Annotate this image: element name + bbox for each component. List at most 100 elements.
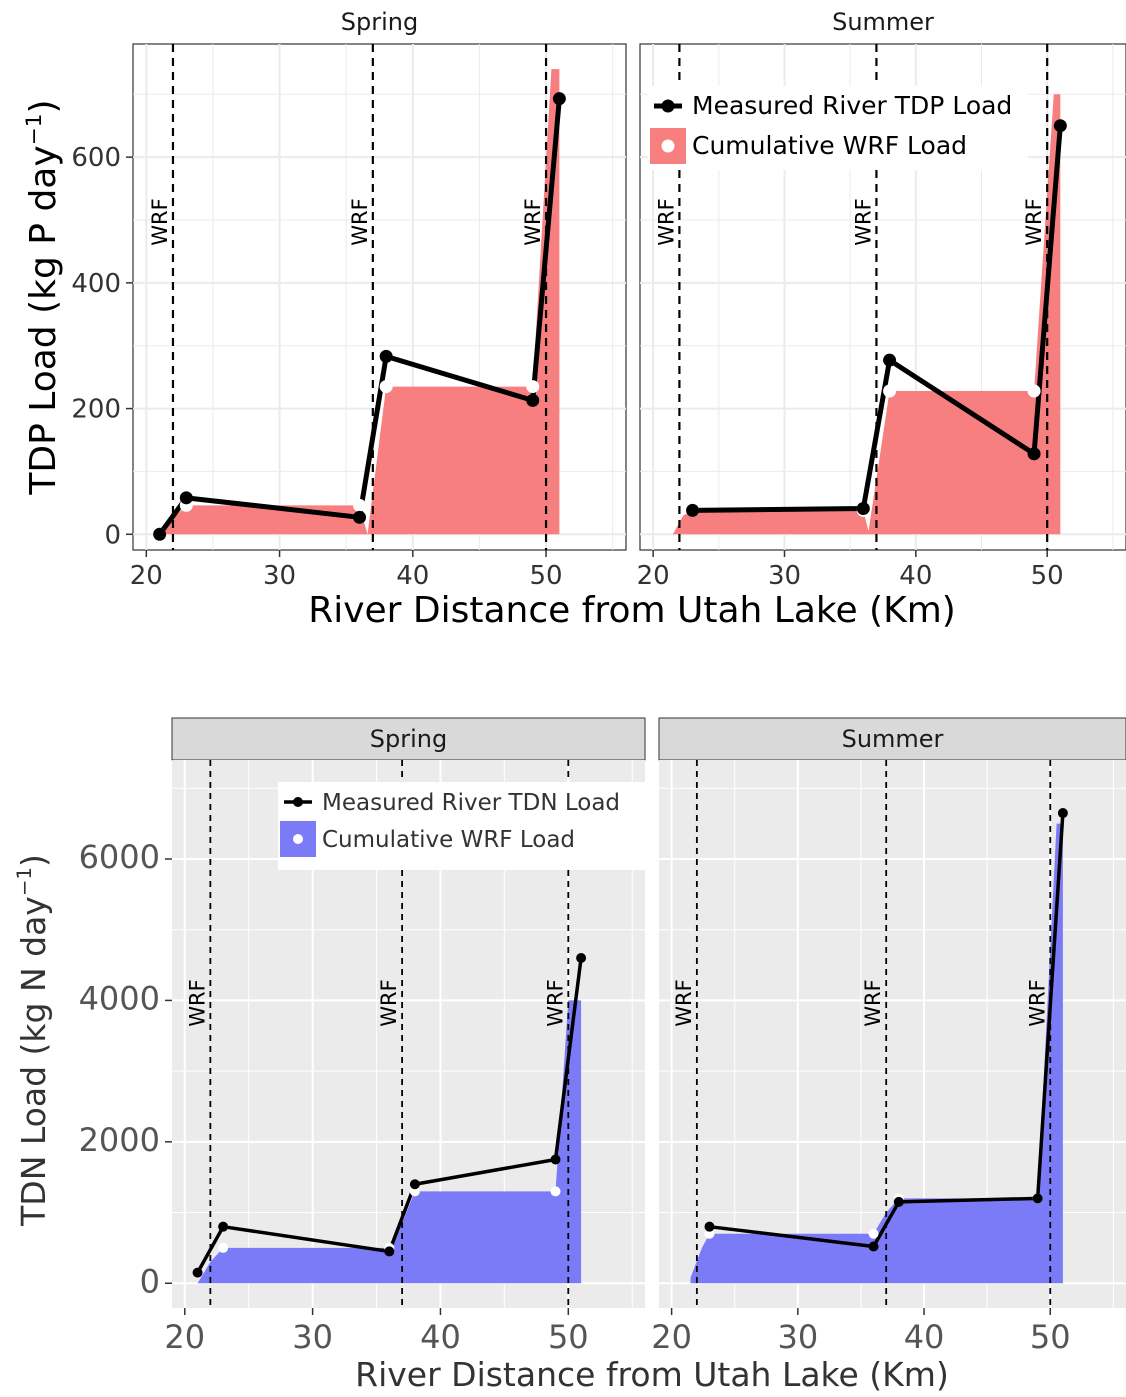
measured-point [686,503,700,517]
x-tick-label: 40 [904,1318,945,1356]
panel-spring: Spring WRF WRF WRF 20 30 40 50 [130,0,627,591]
legend-key-point [661,139,675,153]
measured-point [218,1221,229,1232]
measured-point [179,491,193,505]
wrf-label: WRF [521,198,545,245]
facet-strip [171,717,646,761]
wrf-point [409,1186,420,1197]
measured-point [1027,447,1041,461]
y-axis-title: TDP Load (kg P day−1) [22,99,64,495]
wrf-label: WRF [654,198,678,245]
legend-key-point [293,834,303,844]
wrf-label: WRF [377,979,401,1026]
x-tick-label: 20 [651,1318,692,1356]
measured-point [409,1179,420,1190]
y-tick-label: 6000 [79,838,160,876]
facet-strip [658,717,1126,761]
x-tick-label: 30 [777,1318,818,1356]
measured-point [526,393,540,407]
measured-point [704,1221,715,1232]
measured-point [1032,1193,1043,1204]
legend-label: Cumulative WRF Load [692,131,967,160]
measured-point [893,1196,904,1207]
y-axis-title: TDN Load (kg N day−1) [13,854,53,1227]
y-tick-label: 4000 [79,979,160,1017]
wrf-label: WRF [851,198,875,245]
wrf-label: WRF [1025,979,1049,1026]
y-axis-title-main: TDP Load (kg P day [23,145,64,495]
y-tick-label: 0 [104,520,121,550]
y-tick-label: 400 [71,269,121,299]
legend-key-point [661,99,675,113]
wrf-point [868,1228,879,1239]
x-tick-label: 40 [420,1318,461,1356]
legend-key-point [293,797,303,807]
facet-strip [640,0,1126,44]
measured-point [552,92,566,106]
x-tick-label: 40 [396,561,429,591]
wrf-label: WRF [348,198,372,245]
measured-point [576,952,587,963]
measured-point [384,1246,395,1257]
legend-label: Cumulative WRF Load [322,827,575,853]
y-tick-label: 2000 [79,1121,160,1159]
measured-point [192,1267,203,1278]
x-axis-title: River Distance from Utah Lake (Km) [308,590,956,631]
wrf-label: WRF [1022,198,1046,245]
wrf-label: WRF [861,979,885,1026]
x-tick-label: 30 [768,561,801,591]
y-tick-label: 0 [140,1262,160,1300]
measured-point [550,1154,561,1165]
legend-label: Measured River TDP Load [692,91,1012,120]
legend-label: Measured River TDN Load [322,790,620,816]
wrf-label: WRF [148,198,172,245]
facet-label: Spring [370,725,447,753]
x-axis-title: River Distance from Utah Lake (Km) [355,1355,949,1394]
measured-point [353,510,367,524]
y-axis-title-main: TDN Load (kg N day [14,896,53,1227]
cumulative-wrf-area [159,69,560,535]
cumulative-wrf-area [672,94,1061,535]
measured-point [1057,808,1068,819]
legend: Measured River TDP Load Cumulative WRF Lo… [648,86,1028,170]
wrf-point [550,1186,561,1197]
x-tick-label: 50 [548,1318,589,1356]
wrf-point [1027,384,1041,398]
facet-label: Summer [842,725,944,753]
measured-point [868,1241,879,1252]
x-tick-label: 40 [899,561,932,591]
tdp-chart: Spring WRF WRF WRF 20 30 40 50 Summer WRF WRF WRF 20… [22,0,1126,631]
y-tick-label: 600 [71,143,121,173]
panel-summer: Summer WRF WRF WRF 20 30 40 50 Measured River TD… [637,0,1126,591]
measured-point [883,353,897,367]
y-tick-label: 200 [71,395,121,425]
y-axis-title-close: ) [14,854,53,867]
y-axis-title-exponent: −1 [22,113,47,145]
x-tick-label: 50 [530,561,563,591]
wrf-point [526,380,540,394]
legend-background [278,782,650,870]
x-tick-label: 20 [637,561,670,591]
measured-point [153,527,167,541]
measured-point [856,502,870,516]
x-tick-label: 30 [292,1318,333,1356]
x-tick-label: 50 [1030,1318,1071,1356]
wrf-point [379,380,393,394]
cumulative-wrf-area [197,1000,582,1284]
x-tick-label: 20 [130,561,163,591]
wrf-point [218,1242,229,1253]
legend-background [648,86,1028,170]
measured-point [379,349,393,363]
wrf-point [883,384,897,398]
x-tick-label: 30 [263,561,296,591]
measured-point [1053,119,1067,133]
y-axis-title-exponent: −1 [13,867,36,896]
wrf-point [704,1228,715,1239]
x-tick-label: 20 [164,1318,205,1356]
tdn-chart: Spring WRF WRF WRF 20 30 40 50 Measured River TD… [13,717,1126,1394]
wrf-point [353,498,367,512]
panel-summer: Summer WRF WRF WRF 20 30 40 50 [651,717,1126,1356]
facet-label: Spring [341,8,418,36]
measured-load-line [196,957,583,1274]
